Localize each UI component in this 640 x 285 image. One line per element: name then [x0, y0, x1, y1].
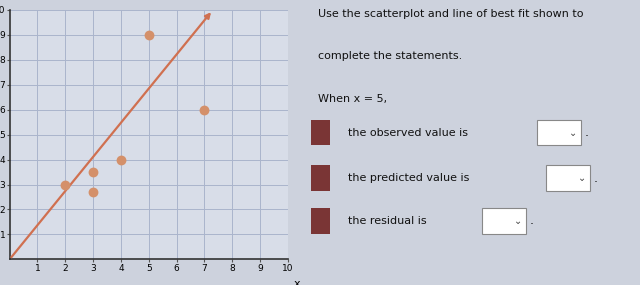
Point: [88, 170, 99, 174]
Bar: [311, 165, 330, 191]
Text: x: x: [294, 279, 300, 285]
Bar: [311, 208, 330, 234]
Bar: [311, 120, 330, 145]
Text: the observed value is: the observed value is: [348, 127, 468, 138]
Text: .: .: [530, 214, 534, 227]
Point: [116, 157, 126, 162]
Text: complete the statements.: complete the statements.: [317, 51, 462, 61]
Text: ⌄: ⌄: [578, 173, 586, 183]
Text: the predicted value is: the predicted value is: [348, 173, 470, 183]
Bar: [483, 208, 526, 234]
Text: ⌄: ⌄: [569, 127, 577, 138]
Point: [88, 190, 99, 194]
Point: [200, 107, 210, 112]
Point: [143, 32, 154, 37]
Text: Use the scatterplot and line of best fit shown to: Use the scatterplot and line of best fit…: [317, 9, 583, 19]
Text: When x = 5,: When x = 5,: [317, 94, 387, 104]
Text: the residual is: the residual is: [348, 216, 427, 226]
Point: [60, 182, 70, 187]
Bar: [547, 165, 591, 191]
Text: ⌄: ⌄: [514, 216, 522, 226]
Bar: [537, 120, 581, 145]
Text: .: .: [585, 126, 589, 139]
Text: .: .: [594, 172, 598, 185]
